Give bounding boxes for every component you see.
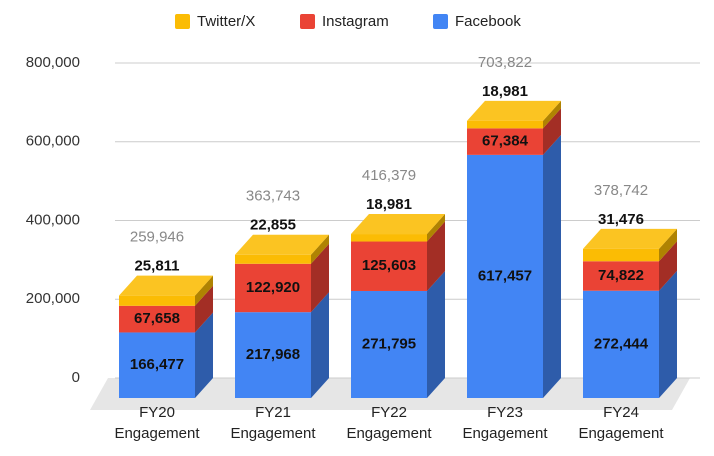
bar [583, 290, 659, 398]
legend-label: Instagram [322, 13, 389, 30]
bar-side-shade [659, 228, 677, 262]
data-label: 74,822 [598, 267, 644, 284]
data-label: 18,981 [366, 196, 412, 213]
bar-side-shade [427, 214, 445, 242]
legend-label: Twitter/X [197, 13, 255, 30]
bar-top-shade [583, 228, 677, 249]
bar-side-shade [659, 241, 677, 291]
data-label: 122,920 [246, 279, 300, 296]
bar [119, 305, 195, 333]
bar-side-shade [195, 275, 213, 306]
data-label: 272,444 [594, 335, 649, 352]
total-label: 259,946 [130, 229, 184, 246]
bar-top-shade [235, 234, 329, 255]
bar-side-shade [427, 270, 445, 398]
bar [583, 248, 659, 262]
bar-side [659, 270, 677, 398]
bar-side-shade [543, 108, 561, 155]
bar [467, 120, 543, 129]
bar-side [311, 243, 329, 313]
bar-side [195, 312, 213, 398]
data-label: 25,811 [134, 258, 179, 275]
bar-side-shade [659, 270, 677, 398]
bar-side [543, 134, 561, 398]
data-label: 67,658 [134, 310, 180, 327]
data-label: 617,457 [478, 267, 532, 284]
x-tick-label: FY22 Engagement [346, 404, 432, 442]
bar [467, 128, 543, 155]
bar [467, 154, 543, 398]
y-tick-label: 400,000 [26, 211, 80, 228]
bar [119, 295, 195, 306]
x-tick-label: FY24 Engagement [578, 404, 664, 442]
data-label: 31,476 [598, 211, 644, 228]
bar [235, 254, 311, 264]
bar-top-shade [351, 214, 445, 235]
data-label: 125,603 [362, 257, 416, 274]
bar-top [119, 275, 213, 296]
legend-swatch [433, 14, 448, 29]
bar-side-shade [311, 234, 329, 264]
bar-side-shade [543, 100, 561, 129]
data-label: 67,384 [482, 133, 529, 150]
y-tick-label: 200,000 [26, 290, 80, 307]
bar-top-shade [467, 100, 561, 121]
bar-side [427, 270, 445, 398]
bar-top [235, 234, 329, 255]
y-tick-label: 0 [72, 369, 80, 386]
legend-label: Facebook [455, 13, 521, 30]
bar-side [659, 241, 677, 291]
total-label: 703,822 [478, 54, 532, 71]
bar-side-shade [195, 312, 213, 398]
y-tick-label: 600,000 [26, 133, 80, 150]
x-tick-label: FY20 Engagement [114, 404, 200, 442]
bar [351, 241, 427, 291]
bar-top [467, 100, 561, 121]
bar-side-shade [543, 134, 561, 398]
bar-side [311, 292, 329, 398]
bar-top [583, 228, 677, 249]
data-label: 271,795 [362, 335, 416, 352]
bar-top [351, 214, 445, 235]
data-label: 166,477 [130, 356, 184, 373]
bar-side [659, 228, 677, 262]
data-label: 18,981 [482, 83, 528, 100]
bar [351, 290, 427, 398]
bar-side [311, 234, 329, 264]
bar [351, 234, 427, 242]
bar-side [543, 100, 561, 129]
x-tick-label: FY23 Engagement [462, 404, 548, 442]
bar-side [427, 214, 445, 242]
bar-side-shade [427, 221, 445, 291]
bar [235, 263, 311, 313]
bar-side [543, 108, 561, 155]
total-label: 363,743 [246, 188, 300, 205]
total-label: 378,742 [594, 182, 648, 199]
bar-side [195, 285, 213, 333]
x-tick-label: FY21 Engagement [230, 404, 316, 442]
bar-side [195, 275, 213, 306]
total-label: 416,379 [362, 167, 416, 184]
legend-swatch [175, 14, 190, 29]
bar-side [427, 221, 445, 291]
bar-side-shade [311, 243, 329, 313]
bar [235, 312, 311, 398]
data-label: 22,855 [250, 217, 296, 234]
data-label: 217,968 [246, 346, 300, 363]
bar-side-shade [195, 285, 213, 333]
legend-swatch [300, 14, 315, 29]
bar [119, 332, 195, 398]
bar-side-shade [311, 292, 329, 398]
y-tick-label: 800,000 [26, 54, 80, 71]
bar-top-shade [119, 275, 213, 296]
bar [583, 261, 659, 291]
